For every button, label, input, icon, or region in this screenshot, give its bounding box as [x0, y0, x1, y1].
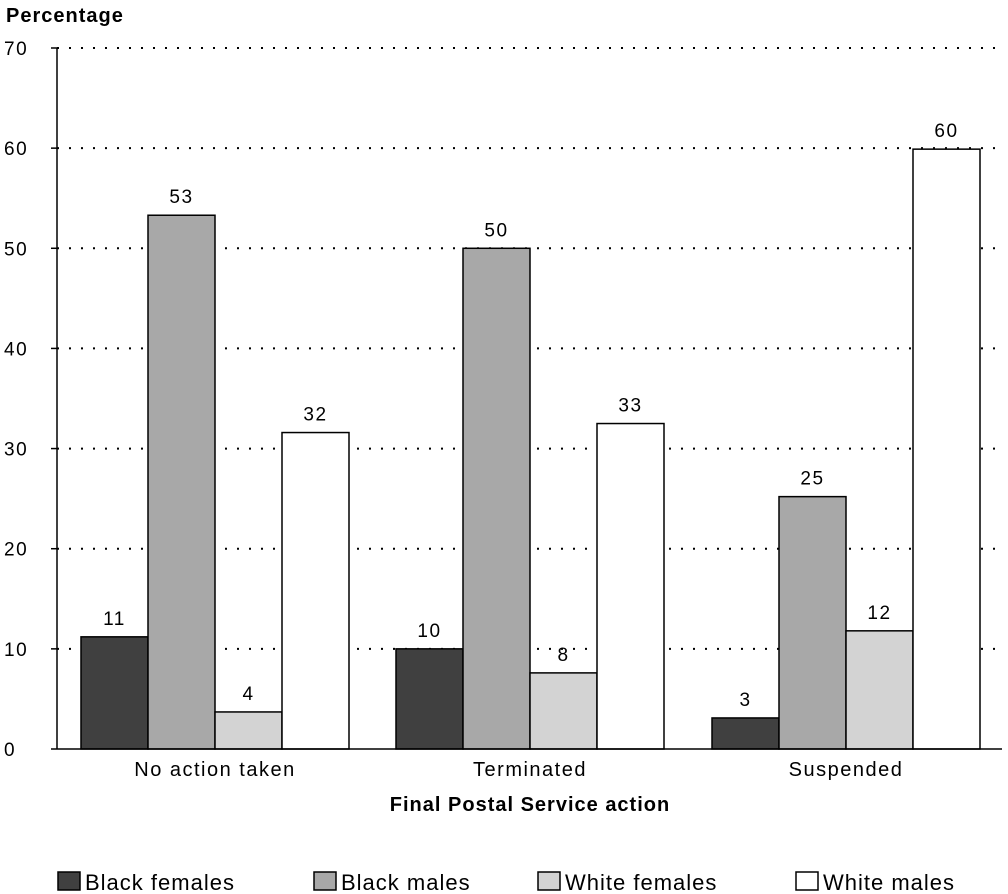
data-label: 53	[169, 187, 193, 208]
y-tick-label: 10	[4, 640, 28, 661]
y-tick-label: 20	[4, 540, 28, 561]
data-label: 3	[739, 690, 751, 711]
bar	[529, 672, 598, 750]
bar	[395, 648, 464, 750]
y-axis-ticks: 0 10 20 30 40 50 60 70	[4, 39, 57, 761]
bar	[845, 630, 914, 750]
legend-swatch	[313, 871, 337, 891]
legend-label: Black males	[341, 870, 471, 894]
legend-swatch	[57, 871, 81, 891]
data-label: 25	[800, 469, 824, 490]
legend: Black females Black males White females Whi…	[57, 870, 955, 894]
bar	[596, 422, 665, 750]
data-label: 32	[303, 405, 327, 426]
legend-swatch	[795, 871, 819, 891]
x-category-label: No action taken	[134, 759, 295, 781]
y-tick-label: 30	[4, 440, 28, 461]
bar	[281, 431, 350, 750]
bar	[462, 247, 531, 750]
data-label: 8	[557, 645, 569, 666]
bar	[912, 148, 981, 750]
data-label: 12	[867, 603, 891, 624]
bar	[80, 636, 149, 750]
data-label: 60	[934, 121, 958, 142]
y-tick-label: 50	[4, 239, 28, 260]
bar	[147, 214, 216, 750]
x-category-label: Terminated	[473, 759, 587, 781]
legend-label: White males	[823, 870, 955, 894]
data-label: 50	[484, 220, 508, 241]
legend-label: White females	[565, 870, 717, 894]
data-label: 10	[417, 621, 441, 642]
legend-label: Black females	[85, 870, 235, 894]
y-axis-title: Percentage	[6, 5, 124, 27]
x-category-label: Suspended	[789, 759, 904, 781]
bar	[711, 717, 780, 750]
bar	[214, 711, 283, 750]
x-axis-title: Final Postal Service action	[390, 794, 670, 816]
y-tick-label: 0	[4, 740, 16, 761]
data-label: 4	[242, 684, 254, 705]
bar	[778, 495, 847, 750]
data-label: 33	[618, 396, 642, 417]
y-tick-label: 60	[4, 139, 28, 160]
legend-swatch	[537, 871, 561, 891]
x-axis-labels: No action taken Terminated Suspended	[134, 759, 904, 781]
y-tick-label: 70	[4, 39, 28, 60]
data-label: 11	[103, 609, 126, 630]
y-tick-label: 40	[4, 339, 28, 360]
axes	[56, 48, 1002, 750]
